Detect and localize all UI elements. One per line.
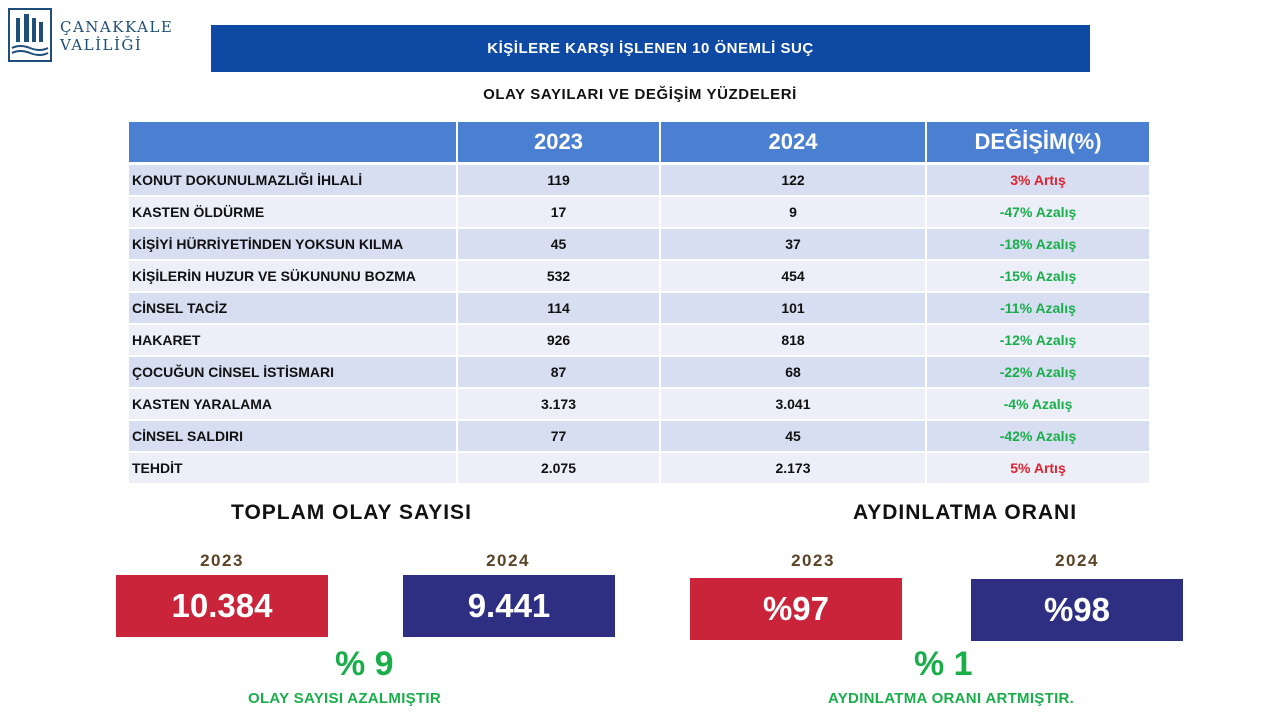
crime-name: KASTEN ÖLDÜRME <box>129 196 458 229</box>
count-2023: 2.075 <box>457 452 661 485</box>
count-2023: 532 <box>457 260 661 293</box>
table-row: KİŞİYİ HÜRRİYETİNDEN YOKSUN KILMA 45 37 … <box>129 228 1149 261</box>
change-percent: -47% Azalış <box>926 196 1149 229</box>
change-percent: -11% Azalış <box>926 292 1149 325</box>
crime-name: HAKARET <box>129 324 458 357</box>
total-change-note: OLAY SAYISI AZALMIŞTIR <box>248 690 442 707</box>
count-2023: 45 <box>457 228 661 261</box>
table-row: ÇOCUĞUN CİNSEL İSTİSMARI 87 68 -22% Azal… <box>129 356 1149 389</box>
count-2024: 2.173 <box>660 452 927 485</box>
table-header-row: 2023 2024 DEĞİŞİM(%) <box>129 122 1149 165</box>
table-row: HAKARET 926 818 -12% Azalış <box>129 324 1149 357</box>
crime-name: TEHDİT <box>129 452 458 485</box>
table-row: KASTEN ÖLDÜRME 17 9 -47% Azalış <box>129 196 1149 229</box>
change-percent: -22% Azalış <box>926 356 1149 389</box>
clearance-change-note: AYDINLATMA ORANI ARTMIŞTIR. <box>828 690 1075 707</box>
count-2023: 77 <box>457 420 661 453</box>
clearance-year-2023-label: 2023 <box>791 551 835 570</box>
count-2023: 119 <box>457 163 661 197</box>
table-row: KASTEN YARALAMA 3.173 3.041 -4% Azalış <box>129 388 1149 421</box>
total-change-percent: % 9 <box>335 645 394 683</box>
crime-name: KİŞİLERİN HUZUR VE SÜKUNUNU BOZMA <box>129 260 458 293</box>
canakkale-valiligi-logo: ÇANAKKALE VALİLİĞİ <box>8 8 173 64</box>
total-year-2024-label: 2024 <box>486 551 530 570</box>
count-2024: 122 <box>660 163 927 197</box>
count-2024: 818 <box>660 324 927 357</box>
crime-name: CİNSEL SALDIRI <box>129 420 458 453</box>
table-row: KİŞİLERİN HUZUR VE SÜKUNUNU BOZMA 532 45… <box>129 260 1149 293</box>
change-percent: 5% Artış <box>926 452 1149 485</box>
change-percent: -42% Azalış <box>926 420 1149 453</box>
clearance-rate-title: AYDINLATMA ORANI <box>853 501 1078 524</box>
clearance-2023-value-box: %97 <box>690 578 902 640</box>
title-banner: KİŞİLERE KARŞI İŞLENEN 10 ÖNEMLİ SUÇ <box>211 25 1090 72</box>
column-header-crime <box>129 122 458 165</box>
crime-name: ÇOCUĞUN CİNSEL İSTİSMARI <box>129 356 458 389</box>
count-2024: 37 <box>660 228 927 261</box>
table-row: CİNSEL SALDIRI 77 45 -42% Azalış <box>129 420 1149 453</box>
governorship-emblem-icon <box>8 8 52 62</box>
table-row: CİNSEL TACİZ 114 101 -11% Azalış <box>129 292 1149 325</box>
column-header-2024: 2024 <box>660 122 927 165</box>
total-year-2023-label: 2023 <box>200 551 244 570</box>
crime-name: KASTEN YARALAMA <box>129 388 458 421</box>
column-header-change: DEĞİŞİM(%) <box>926 122 1149 165</box>
change-percent: 3% Artış <box>926 163 1149 197</box>
change-percent: -15% Azalış <box>926 260 1149 293</box>
clearance-year-2024-label: 2024 <box>1055 551 1099 570</box>
count-2024: 454 <box>660 260 927 293</box>
count-2023: 87 <box>457 356 661 389</box>
count-2023: 17 <box>457 196 661 229</box>
table-row: KONUT DOKUNULMAZLIĞI İHLALİ 119 122 3% A… <box>129 163 1149 197</box>
count-2023: 3.173 <box>457 388 661 421</box>
total-2024-value-box: 9.441 <box>403 575 615 637</box>
logo-line-1: ÇANAKKALE <box>60 18 174 36</box>
count-2023: 926 <box>457 324 661 357</box>
change-percent: -18% Azalış <box>926 228 1149 261</box>
logo-text: ÇANAKKALE VALİLİĞİ <box>60 18 173 54</box>
table-row: TEHDİT 2.075 2.173 5% Artış <box>129 452 1149 485</box>
change-percent: -12% Azalış <box>926 324 1149 357</box>
change-percent: -4% Azalış <box>926 388 1149 421</box>
total-incidents-title: TOPLAM OLAY SAYISI <box>231 501 472 524</box>
count-2023: 114 <box>457 292 661 325</box>
crime-statistics-table: 2023 2024 DEĞİŞİM(%) KONUT DOKUNULMAZLIĞ… <box>129 122 1149 485</box>
crime-name: KİŞİYİ HÜRRİYETİNDEN YOKSUN KILMA <box>129 228 458 261</box>
count-2024: 9 <box>660 196 927 229</box>
count-2024: 101 <box>660 292 927 325</box>
column-header-2023: 2023 <box>457 122 661 165</box>
clearance-2024-value-box: %98 <box>971 579 1183 641</box>
total-2023-value-box: 10.384 <box>116 575 328 637</box>
count-2024: 45 <box>660 420 927 453</box>
page-subtitle: OLAY SAYILARI VE DEĞİŞİM YÜZDELERİ <box>483 86 797 103</box>
crime-name: CİNSEL TACİZ <box>129 292 458 325</box>
count-2024: 68 <box>660 356 927 389</box>
crime-name: KONUT DOKUNULMAZLIĞI İHLALİ <box>129 163 458 197</box>
logo-line-2: VALİLİĞİ <box>60 36 143 54</box>
clearance-change-percent: % 1 <box>914 645 973 683</box>
count-2024: 3.041 <box>660 388 927 421</box>
